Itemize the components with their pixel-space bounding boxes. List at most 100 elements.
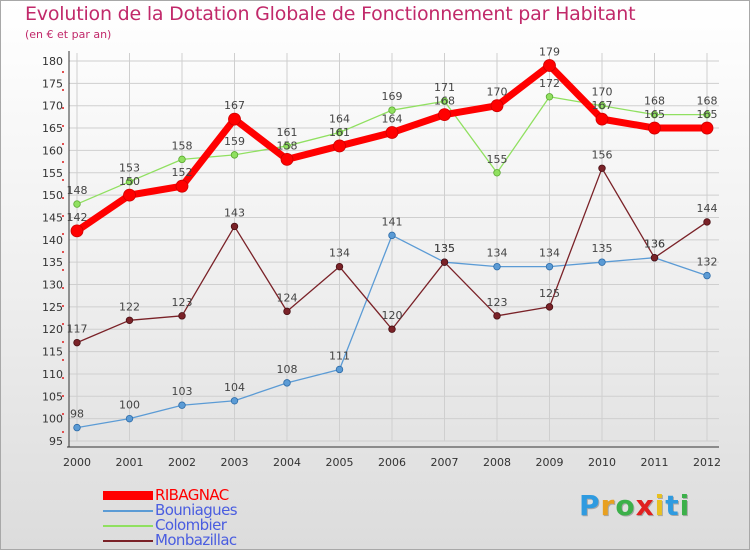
- y-tick-label: 100: [42, 413, 63, 426]
- data-point-colombier: [650, 110, 659, 119]
- legend-item-colombier: Colombier: [103, 516, 363, 534]
- data-point-colombier: [388, 106, 396, 114]
- data-point-bouniagues: [335, 365, 344, 374]
- data-label-bouniagues: 104: [224, 381, 245, 394]
- y-axis-dot: [62, 269, 64, 271]
- data-point-colombier: [230, 151, 239, 159]
- data-point-monbazillac: [283, 307, 291, 316]
- data-point-bouniagues: [598, 258, 606, 266]
- y-tick-label: 180: [42, 55, 63, 68]
- data-point-ribagnac: [175, 179, 189, 193]
- data-point-colombier: [440, 97, 449, 105]
- y-axis-dot: [62, 287, 64, 289]
- data-label-bouniagues: 141: [382, 215, 403, 228]
- proxiti-logo: Proxiti: [579, 489, 690, 522]
- y-tick-label: 160: [42, 144, 63, 157]
- logo-letter: i: [679, 489, 691, 522]
- data-label-bouniagues: 134: [487, 247, 508, 260]
- data-point-colombier: [335, 128, 344, 137]
- y-tick-label: 125: [42, 301, 63, 314]
- data-point-monbazillac: [440, 258, 449, 266]
- x-tick-label: 2008: [483, 456, 511, 469]
- data-label-monbazillac: 134: [329, 247, 350, 260]
- y-tick-label: 175: [42, 77, 63, 90]
- data-point-monbazillac: [598, 164, 606, 172]
- y-axis-dot: [62, 197, 64, 199]
- data-point-colombier: [493, 169, 501, 177]
- y-axis-dot: [62, 161, 64, 163]
- data-point-bouniagues: [283, 379, 291, 387]
- data-point-ribagnac: [700, 121, 714, 135]
- y-axis-dot: [62, 125, 64, 127]
- y-axis-dot: [62, 413, 64, 415]
- data-label-colombier: 148: [67, 184, 88, 197]
- data-point-bouniagues: [388, 231, 396, 240]
- legend-swatch-ribagnac: [103, 491, 153, 500]
- data-point-bouniagues: [230, 397, 239, 405]
- data-point-colombier: [125, 178, 134, 186]
- data-label-ribagnac: 150: [119, 175, 140, 188]
- y-tick-label: 140: [42, 234, 63, 247]
- data-point-monbazillac: [125, 316, 134, 324]
- legend-item-monbazillac: Monbazillac: [103, 531, 363, 549]
- data-point-bouniagues: [703, 271, 711, 280]
- logo-letter: i: [654, 489, 666, 522]
- data-label-monbazillac: 123: [172, 296, 193, 309]
- y-axis-dot: [62, 71, 64, 73]
- data-label-ribagnac: 170: [487, 86, 508, 99]
- y-tick-label: 95: [49, 435, 63, 448]
- data-label-bouniagues: 134: [539, 247, 560, 260]
- chart-title: Evolution de la Dotation Globale de Fonc…: [25, 3, 636, 25]
- chart-legend: RIBAGNAC Bouniagues Colombier Monbazilla…: [103, 486, 363, 549]
- data-point-ribagnac: [595, 112, 609, 126]
- y-axis-dot: [62, 107, 64, 109]
- legend-swatch-bouniagues: [103, 510, 153, 512]
- data-point-colombier: [545, 93, 554, 101]
- data-point-colombier: [178, 155, 186, 164]
- data-label-colombier: 158: [172, 139, 193, 152]
- x-tick-label: 2002: [168, 456, 196, 469]
- x-tick-label: 2010: [588, 456, 616, 469]
- data-label-bouniagues: 103: [172, 385, 193, 398]
- y-axis-dot: [62, 341, 64, 343]
- data-label-monbazillac: 123: [487, 296, 508, 309]
- data-point-monbazillac: [230, 222, 239, 231]
- y-axis-dot: [62, 89, 64, 91]
- data-point-monbazillac: [545, 303, 554, 311]
- data-label-ribagnac: 165: [644, 108, 665, 121]
- x-tick-label: 2009: [536, 456, 564, 469]
- data-point-ribagnac: [70, 224, 84, 238]
- legend-label-ribagnac: RIBAGNAC: [155, 486, 229, 504]
- x-tick-label: 2001: [116, 456, 144, 469]
- y-tick-label: 145: [42, 211, 63, 224]
- x-tick-label: 2003: [221, 456, 249, 469]
- data-point-colombier: [598, 102, 606, 110]
- data-point-ribagnac: [385, 126, 399, 139]
- y-tick-label: 130: [42, 279, 63, 292]
- data-label-monbazillac: 156: [592, 148, 613, 161]
- data-point-bouniagues: [73, 423, 81, 432]
- data-point-colombier: [73, 200, 81, 208]
- data-point-bouniagues: [493, 262, 501, 271]
- legend-label-colombier: Colombier: [155, 516, 227, 534]
- legend-label-monbazillac: Monbazillac: [155, 531, 237, 549]
- data-point-ribagnac: [648, 121, 661, 135]
- y-tick-label: 135: [42, 256, 63, 269]
- x-tick-label: 2011: [641, 456, 669, 469]
- data-point-monbazillac: [335, 262, 344, 271]
- y-tick-label: 110: [42, 368, 63, 381]
- data-label-bouniagues: 135: [592, 242, 613, 255]
- legend-swatch-monbazillac: [103, 540, 153, 542]
- logo-letter: t: [665, 489, 680, 522]
- data-label-ribagnac: 179: [539, 45, 560, 58]
- data-label-colombier: 164: [329, 113, 350, 126]
- y-tick-label: 115: [42, 346, 63, 359]
- y-tick-label: 155: [42, 167, 63, 180]
- x-tick-label: 2006: [378, 456, 406, 469]
- y-axis-dot: [62, 377, 64, 379]
- x-tick-label: 2004: [273, 456, 301, 469]
- data-label-ribagnac: 161: [329, 126, 350, 139]
- data-label-bouniagues: 136: [644, 238, 665, 251]
- y-axis-dot: [62, 431, 64, 433]
